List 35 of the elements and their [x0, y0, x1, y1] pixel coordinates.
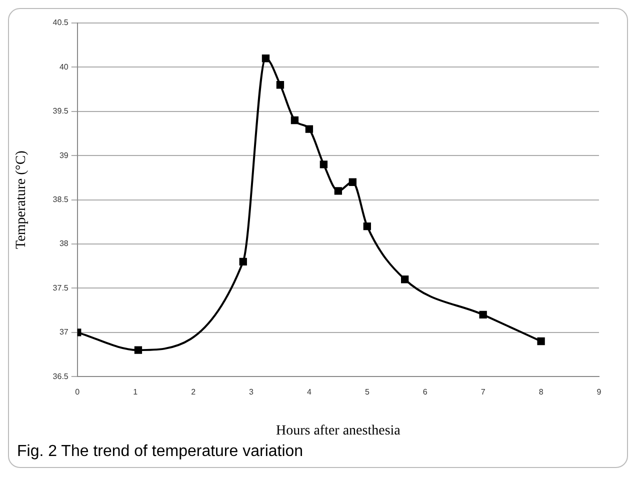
y-tick-label: 38 — [59, 239, 69, 248]
x-tick-label: 9 — [596, 388, 602, 397]
point — [401, 276, 409, 284]
y-tick-label: 38.5 — [52, 195, 69, 204]
x-axis-title: Hours after anesthesia — [276, 423, 402, 438]
y-tick-label: 39.5 — [52, 106, 69, 116]
x-tick-label: 3 — [249, 388, 254, 397]
point — [334, 187, 342, 195]
y-tick-label: 40.5 — [52, 18, 69, 28]
point — [348, 178, 357, 186]
point — [290, 116, 299, 124]
x-tick-label: 4 — [306, 388, 312, 397]
y-tick-label: 37 — [59, 328, 69, 337]
point — [134, 346, 142, 354]
x-tick-label: 8 — [538, 388, 544, 397]
x-tick-label: 2 — [191, 388, 196, 397]
y-axis-title: Temperature (°C) — [14, 150, 30, 249]
point — [363, 222, 371, 230]
point — [239, 258, 247, 266]
y-tick-label: 40 — [59, 62, 69, 72]
text: Fig. 2 The trend of temperature variation — [16, 443, 304, 461]
x-tick-label: 0 — [75, 388, 80, 397]
point — [479, 310, 487, 319]
x-tick-label: 5 — [364, 388, 370, 397]
x-tick-label: 1 — [133, 388, 138, 397]
point — [262, 54, 270, 62]
y-tick-label: 37.5 — [52, 283, 69, 292]
y-tick-label: 36.5 — [52, 372, 69, 381]
y-tick-label: 39 — [59, 150, 69, 160]
point — [537, 337, 545, 346]
x-tick-label: 6 — [422, 388, 428, 397]
point — [305, 125, 314, 133]
x-tick-label: 7 — [480, 388, 486, 397]
point — [276, 81, 284, 89]
point — [320, 160, 328, 168]
